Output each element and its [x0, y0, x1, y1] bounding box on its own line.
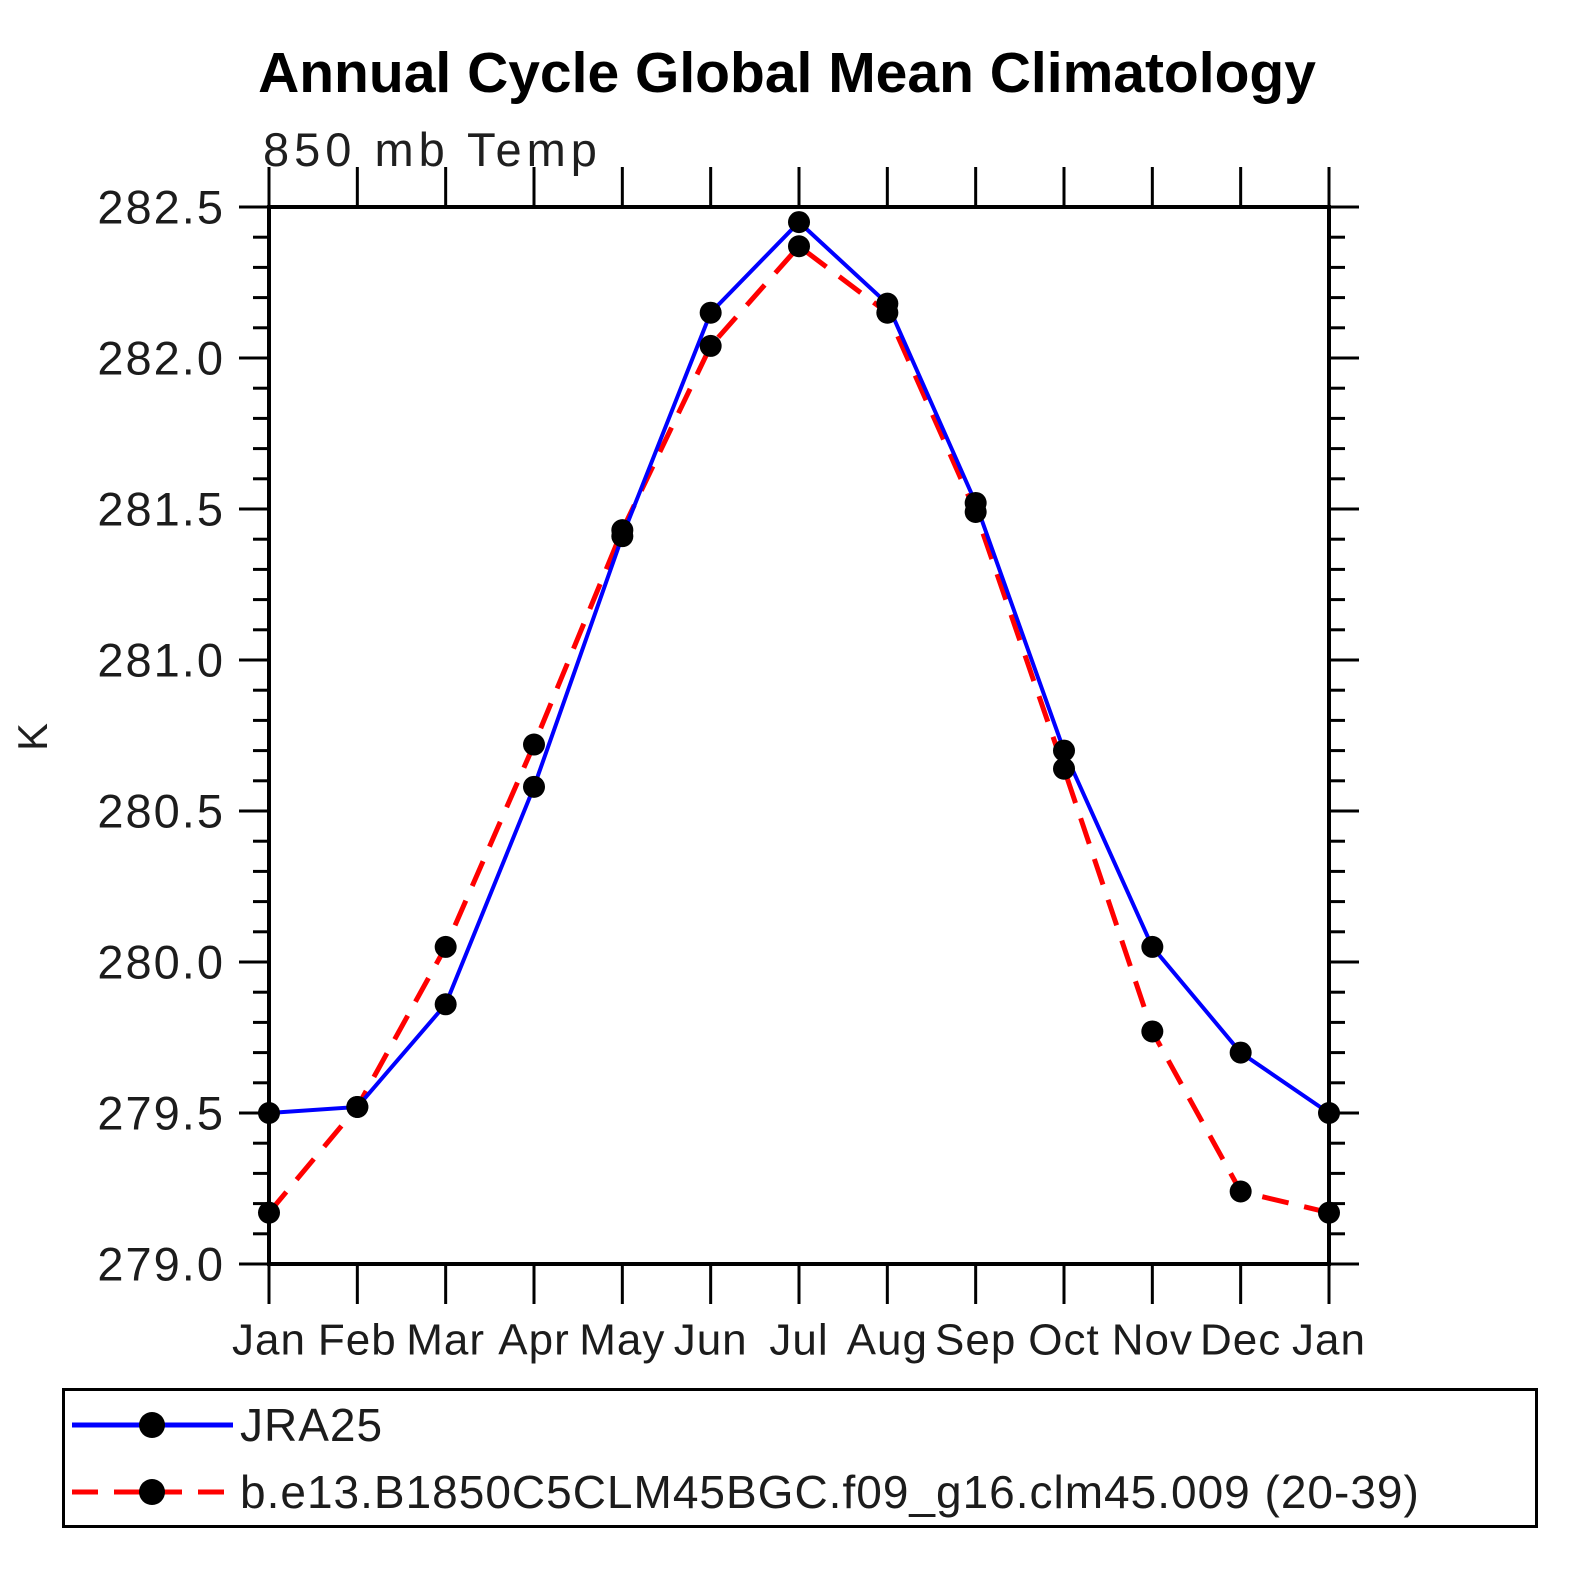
data-point-marker [699, 301, 722, 324]
data-point-marker [788, 211, 810, 234]
y-tick-label: 281.0 [97, 634, 225, 687]
data-point-marker [1318, 1102, 1340, 1124]
x-tick-label-dec-11: Dec [1200, 1316, 1281, 1365]
x-tick-label-mar-2: Mar [406, 1316, 485, 1365]
series-line-model [267, 242, 1330, 1216]
legend-swatch-dashed-line [72, 1478, 233, 1505]
x-tick-label-sep-8: Sep [935, 1316, 1016, 1365]
series-markers-jra25 [258, 211, 1340, 1124]
y-tick-label: 279.0 [97, 1238, 225, 1291]
y-tick-label: 282.0 [97, 332, 225, 385]
data-point-marker [258, 1102, 280, 1124]
chart-subtitle: 850 mb Temp [263, 123, 602, 176]
data-point-marker [434, 935, 457, 958]
x-tick-label-nov-10: Nov [1112, 1316, 1193, 1365]
data-point-marker [1053, 757, 1075, 780]
x-tick-label-may-4: May [579, 1316, 665, 1365]
x-tick-label-oct-9: Oct [1028, 1316, 1099, 1365]
data-point-marker [788, 235, 810, 258]
legend-marker-circle [139, 1478, 165, 1505]
data-point-marker [699, 334, 722, 357]
data-point-marker [434, 993, 457, 1016]
y-tick-label: 280.0 [97, 936, 225, 989]
y-tick-label: 282.5 [97, 181, 225, 234]
legend-label-model: b.e13.B1850C5CLM45BGC.f09_g16.clm45.009 … [240, 1465, 1420, 1518]
series-markers-model [258, 235, 1340, 1224]
y-tick-label: 279.5 [97, 1087, 225, 1140]
legend-box: JRA25 b.e13.B1850C5CLM45BGC.f09_g16.clm4… [62, 1388, 1538, 1528]
x-axis-ticks [267, 167, 1331, 1304]
data-point-marker [964, 501, 987, 524]
legend-label-jra25: JRA25 [240, 1398, 384, 1451]
y-axis-label: K [9, 720, 57, 752]
x-tick-label-aug-7: Aug [847, 1316, 928, 1365]
legend-item-jra25: JRA25 [69, 1392, 1535, 1458]
legend-marker-circle [139, 1411, 165, 1438]
data-point-marker [346, 1095, 369, 1118]
x-tick-label-jan-0: Jan [232, 1316, 306, 1365]
chart-title: Annual Cycle Global Mean Climatology [258, 41, 1316, 105]
plot-frame [267, 205, 1331, 1266]
x-tick-label-apr-3: Apr [498, 1316, 569, 1365]
data-point-marker [876, 301, 899, 324]
data-point-marker [1318, 1201, 1340, 1224]
data-point-marker [258, 1201, 280, 1224]
data-point-marker [1053, 739, 1075, 762]
x-tick-label-jul-6: Jul [769, 1316, 828, 1365]
data-point-marker [523, 775, 545, 798]
data-point-marker [1229, 1041, 1252, 1064]
y-tick-label: 281.5 [97, 483, 225, 536]
y-tick-label: 280.5 [97, 785, 225, 838]
data-point-marker [1141, 1020, 1164, 1043]
data-point-marker [1229, 1180, 1252, 1203]
x-tick-label-jun-5: Jun [674, 1316, 748, 1365]
legend-item-model: b.e13.B1850C5CLM45BGC.f09_g16.clm45.009 … [69, 1459, 1535, 1525]
legend-swatch-solid-line [72, 1411, 233, 1438]
x-tick-label-feb-1: Feb [318, 1316, 397, 1365]
data-point-marker [1141, 935, 1164, 958]
data-point-marker [611, 519, 634, 542]
x-tick-label-jan-12: Jan [1292, 1316, 1366, 1365]
data-point-marker [523, 733, 545, 756]
